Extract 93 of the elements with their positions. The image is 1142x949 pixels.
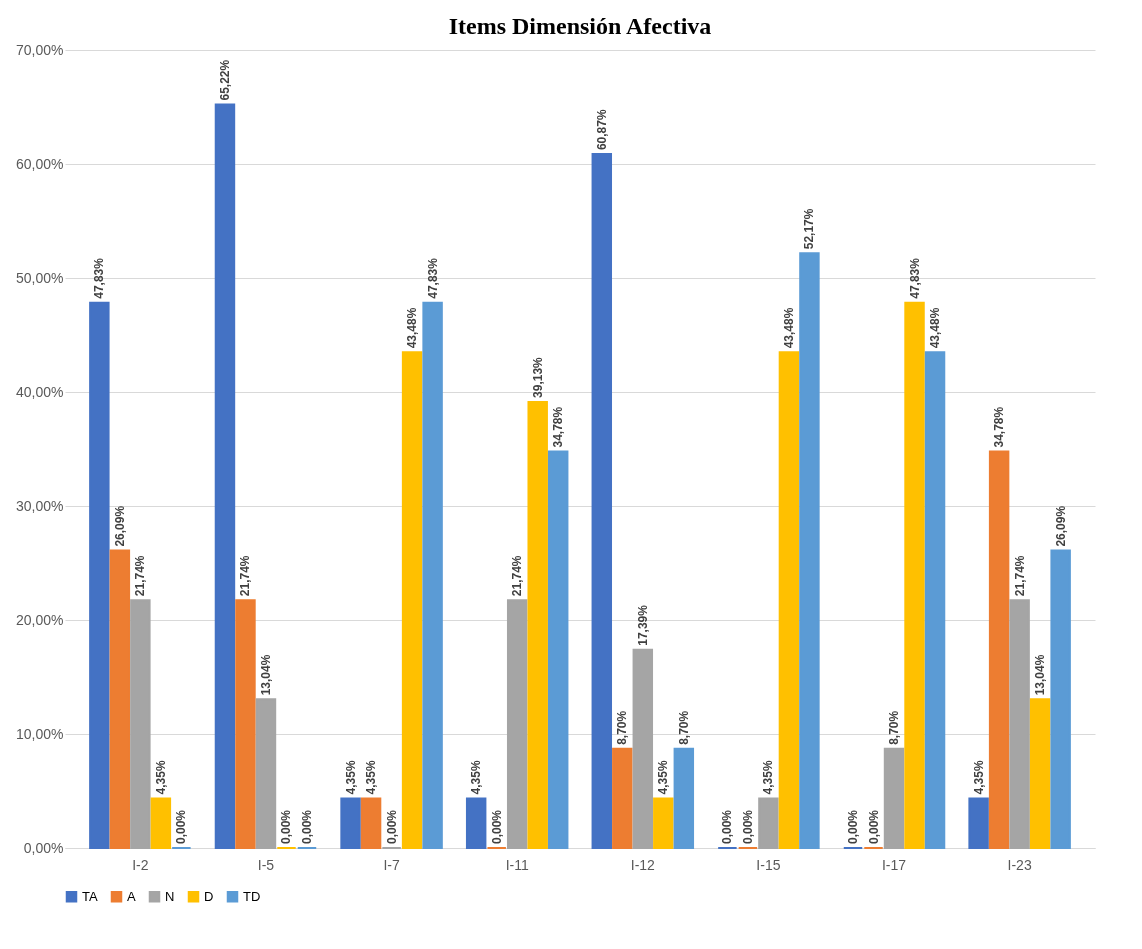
y-tick-label: 30,00%	[16, 497, 64, 514]
bar	[612, 747, 633, 849]
bar	[591, 153, 613, 849]
x-tick-label: I-5	[257, 856, 275, 873]
y-tick-label: 60,00%	[16, 155, 64, 172]
data-label: 43,48%	[928, 307, 943, 349]
legend-label: TA	[82, 888, 98, 904]
legend-label: D	[204, 888, 214, 904]
y-tick-label: 10,00%	[16, 725, 64, 742]
data-label: 4,35%	[343, 760, 358, 795]
data-label: 4,35%	[761, 760, 776, 795]
data-label: 47,83%	[425, 257, 440, 299]
data-label: 47,83%	[907, 257, 922, 299]
bar	[758, 797, 779, 849]
bar	[1029, 698, 1051, 849]
data-label: 0,00%	[279, 809, 294, 844]
bar	[422, 301, 443, 849]
data-label: 0,00%	[299, 809, 314, 844]
bar	[924, 351, 946, 849]
bar	[401, 351, 423, 849]
y-tick-label: 0,00%	[23, 839, 64, 856]
data-label: 4,35%	[153, 760, 168, 795]
y-tick-label: 40,00%	[16, 383, 64, 400]
data-label: 52,17%	[802, 208, 817, 250]
x-tick-label: I-2	[132, 856, 149, 873]
data-label: 21,74%	[510, 555, 525, 597]
data-label: 34,78%	[992, 406, 1007, 448]
data-label: 0,00%	[384, 809, 399, 844]
bar	[360, 797, 382, 849]
x-tick-label: I-15	[756, 856, 781, 873]
data-label: 65,22%	[217, 59, 232, 101]
bar	[214, 103, 236, 849]
data-label: 43,48%	[781, 307, 796, 349]
bar	[1050, 549, 1071, 849]
legend-label: A	[127, 888, 136, 904]
bar	[968, 797, 989, 849]
bar	[465, 797, 487, 849]
bar	[547, 450, 569, 849]
data-label: 13,04%	[258, 654, 273, 696]
data-label: 21,74%	[1012, 555, 1027, 597]
bar	[632, 648, 654, 849]
bar	[883, 747, 905, 849]
bar	[799, 252, 820, 849]
data-label: 8,70%	[615, 710, 630, 745]
data-label: 8,70%	[676, 710, 691, 745]
legend-label: N	[165, 888, 175, 904]
bar	[904, 301, 925, 849]
y-tick-label: 70,00%	[16, 41, 64, 58]
data-label: 43,48%	[405, 307, 420, 349]
bar	[988, 450, 1010, 849]
x-tick-label: I-23	[1007, 856, 1032, 873]
data-label: 47,83%	[92, 257, 107, 299]
bar	[778, 351, 800, 849]
bar	[506, 599, 528, 849]
x-tick-label: I-11	[505, 856, 529, 873]
legend-label: TD	[243, 888, 261, 904]
y-tick-label: 50,00%	[16, 269, 64, 286]
data-label: 26,09%	[112, 505, 127, 547]
data-label: 60,87%	[594, 109, 609, 151]
data-label: 0,00%	[720, 809, 735, 844]
x-tick-label: I-17	[881, 856, 907, 873]
data-label: 17,39%	[635, 604, 650, 646]
chart-title: Items Dimensión Afectiva	[448, 13, 712, 39]
bar	[235, 599, 256, 849]
bar	[653, 797, 674, 849]
data-label: 0,00%	[489, 809, 504, 844]
data-label: 0,00%	[846, 809, 861, 844]
data-label: 0,00%	[174, 809, 189, 844]
bar	[89, 301, 110, 849]
data-label: 34,78%	[551, 406, 566, 448]
bar	[527, 400, 548, 849]
bar	[255, 698, 277, 849]
bar	[1009, 599, 1030, 849]
data-label: 4,35%	[971, 760, 986, 795]
data-label: 0,00%	[740, 809, 755, 844]
data-label: 4,35%	[364, 760, 379, 795]
data-label: 13,04%	[1033, 654, 1048, 696]
data-label: 26,09%	[1053, 505, 1068, 547]
data-label: 4,35%	[469, 760, 484, 795]
data-label: 21,74%	[238, 555, 253, 597]
bar	[673, 747, 695, 849]
bar	[109, 549, 131, 849]
data-label: 0,00%	[866, 809, 881, 844]
x-tick-label: I-7	[383, 856, 400, 873]
x-tick-label: I-12	[630, 856, 656, 873]
data-label: 4,35%	[656, 760, 671, 795]
y-tick-label: 20,00%	[16, 611, 64, 628]
bar	[150, 797, 172, 849]
data-label: 21,74%	[133, 555, 148, 597]
bar	[130, 599, 151, 849]
data-label: 39,13%	[530, 356, 545, 398]
data-label: 8,70%	[887, 710, 902, 745]
bar	[340, 797, 361, 849]
